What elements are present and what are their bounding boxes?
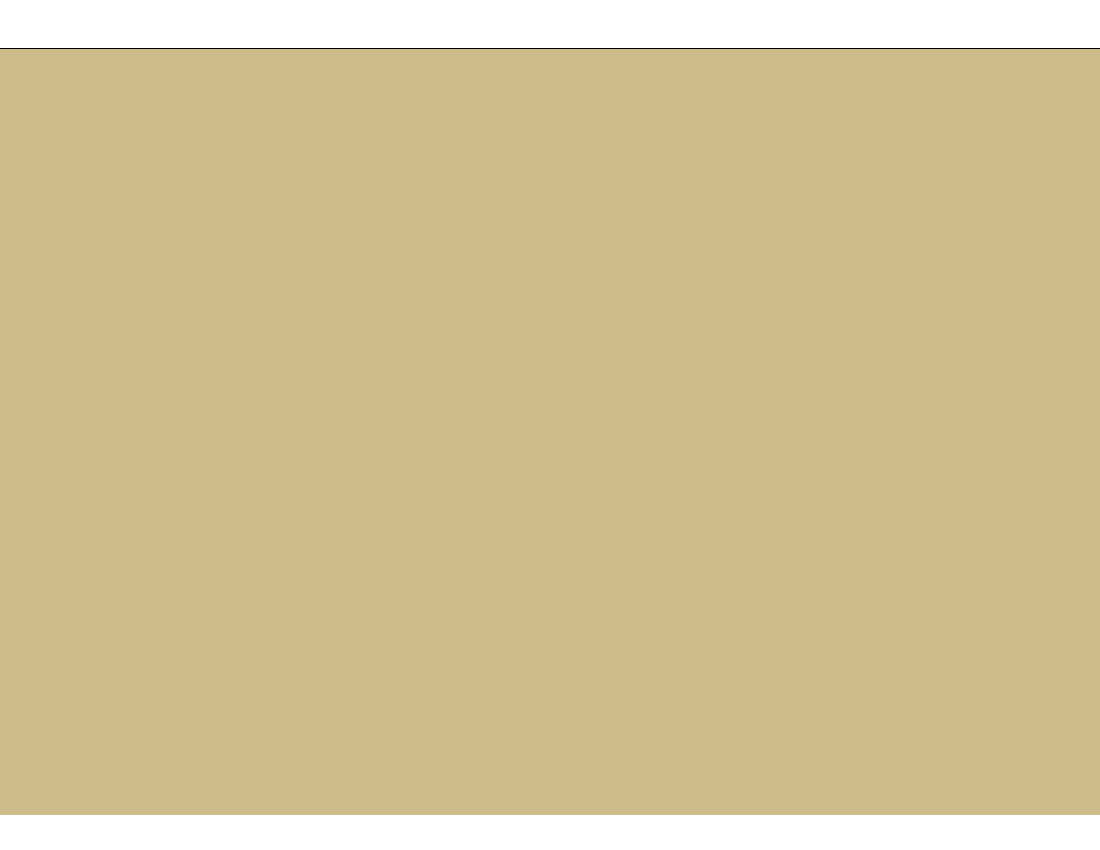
temperature-field-canvas xyxy=(0,49,1100,815)
colorbar xyxy=(0,815,1100,850)
colorbar-tick-labels xyxy=(0,815,1100,835)
geography-overlay xyxy=(0,49,1100,815)
colorbar-gradient-strip xyxy=(10,834,1092,848)
map-header xyxy=(0,0,1100,48)
temperature-map[interactable] xyxy=(0,48,1100,815)
